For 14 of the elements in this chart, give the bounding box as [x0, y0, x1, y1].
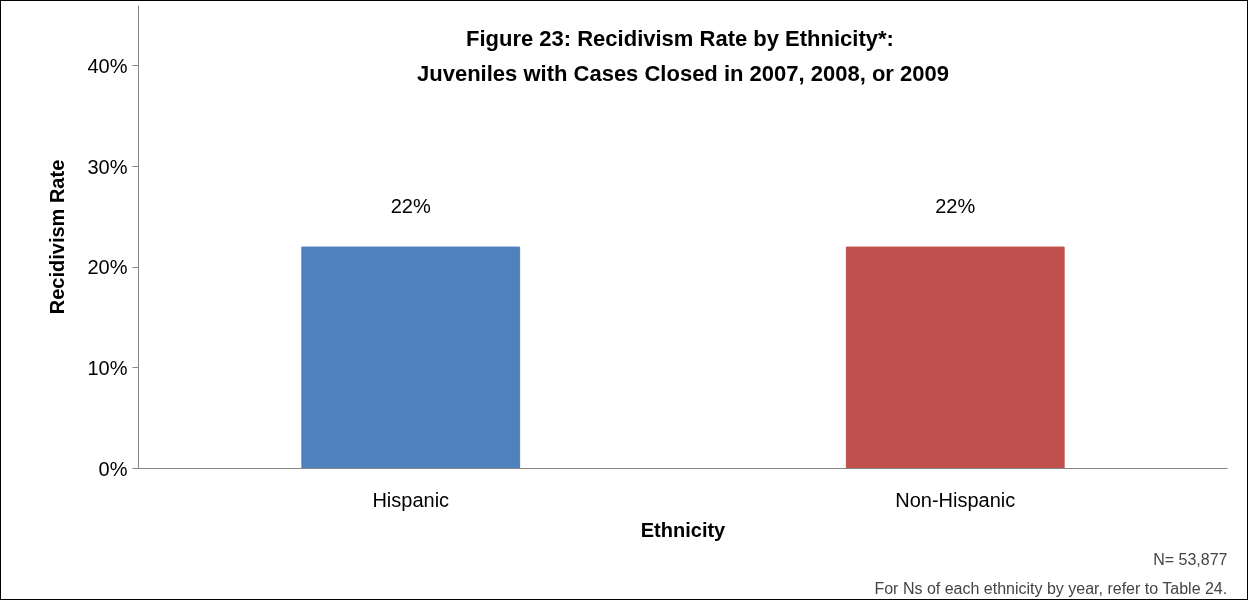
data-label: 22%: [935, 195, 976, 218]
data-label: 22%: [390, 195, 431, 218]
y-tick-label: 40%: [87, 54, 128, 77]
y-tick-label: 20%: [87, 256, 128, 279]
y-tick-label: 10%: [87, 356, 128, 379]
text: For Ns of each ethnicity by year, refer to Table 24.: [874, 579, 1228, 597]
text: Figure 23: Recidivism Rate by Ethnicity*: Juveniles with Cases Closed in 2007, 2008, or 2009: [417, 25, 949, 86]
y-tick-label: 0%: [98, 457, 128, 480]
y-axis-title: Recidivism Rate: [46, 159, 69, 315]
x-axis-title: Ethnicity: [640, 518, 727, 541]
x-tick-label: Hispanic: [372, 488, 450, 511]
text: N= 53,877: [1153, 550, 1228, 568]
x-tick-label: Non-Hispanic: [895, 488, 1016, 511]
y-tick-label: 30%: [87, 155, 128, 178]
